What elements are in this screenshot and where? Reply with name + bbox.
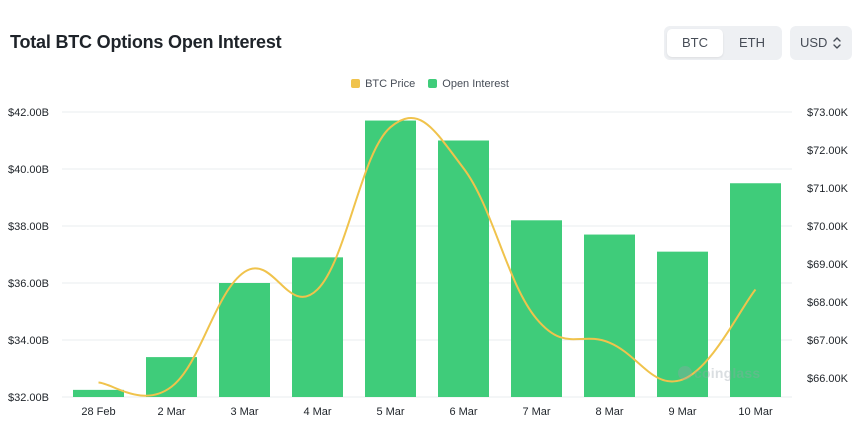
bar-open-interest	[146, 357, 197, 397]
y-right-tick-label: $67.00K	[807, 335, 849, 347]
currency-label: USD	[800, 35, 828, 50]
y-right-tick-label: $72.00K	[807, 145, 849, 157]
y-right-tick-label: $73.00K	[807, 107, 849, 119]
legend-swatch-open-interest	[428, 78, 438, 88]
bar-open-interest	[292, 257, 343, 397]
coinglass-logo-icon	[678, 366, 692, 381]
y-right-tick-label: $68.00K	[807, 297, 849, 309]
y-right-tick-label: $66.00K	[807, 373, 849, 385]
y-right-tick-label: $70.00K	[807, 221, 849, 233]
y-right-tick-label: $71.00K	[807, 183, 849, 195]
x-tick-label: 6 Mar	[449, 406, 477, 418]
chart-legend: BTC Price Open Interest	[0, 78, 860, 94]
bar-open-interest	[511, 220, 562, 397]
y-left-tick-label: $38.00B	[8, 221, 49, 233]
page-title: Total BTC Options Open Interest	[10, 32, 282, 52]
currency-select[interactable]: USD	[790, 26, 852, 60]
y-left-tick-label: $34.00B	[8, 335, 49, 347]
asset-toggle: BTC ETH	[664, 26, 782, 60]
watermark: coinglass	[678, 365, 760, 381]
x-tick-label: 7 Mar	[522, 406, 550, 418]
y-left-tick-label: $36.00B	[8, 278, 49, 290]
legend-label-open-interest: Open Interest	[442, 78, 509, 91]
y-left-tick-label: $42.00B	[8, 107, 49, 119]
bar-open-interest	[73, 389, 124, 397]
line-btc-price	[98, 116, 757, 397]
bar-open-interest	[365, 120, 416, 398]
x-tick-label: 8 Mar	[595, 406, 623, 418]
legend-swatch-btc-price	[351, 78, 361, 88]
x-tick-label: 10 Mar	[738, 406, 773, 418]
legend-label-btc-price: BTC Price	[365, 78, 416, 91]
bar-open-interest	[657, 251, 708, 397]
bar-open-interest	[584, 234, 635, 397]
watermark-label: coinglass	[694, 365, 761, 381]
x-tick-label: 3 Mar	[230, 406, 258, 418]
x-tick-label: 28 Feb	[81, 406, 115, 418]
bar-open-interest	[219, 283, 270, 397]
x-tick-label: 5 Mar	[376, 406, 404, 418]
y-left-tick-label: $40.00B	[8, 164, 49, 176]
x-tick-label: 2 Mar	[157, 406, 185, 418]
y-right-tick-label: $69.00K	[807, 259, 849, 271]
tab-eth[interactable]: ETH	[739, 35, 765, 50]
x-tick-label: 9 Mar	[668, 406, 696, 418]
bar-open-interest	[438, 140, 489, 397]
y-left-tick-label: $32.00B	[8, 392, 49, 404]
legend-item-open-interest[interactable]: Open Interest	[428, 78, 509, 90]
chart-header: Total BTC Options Open Interest BTC ETH …	[0, 0, 860, 70]
legend-item-btc-price[interactable]: BTC Price	[351, 78, 415, 90]
chevron-up-down-icon	[833, 37, 841, 49]
x-tick-label: 4 Mar	[303, 406, 331, 418]
tab-btc[interactable]: BTC	[667, 29, 723, 57]
